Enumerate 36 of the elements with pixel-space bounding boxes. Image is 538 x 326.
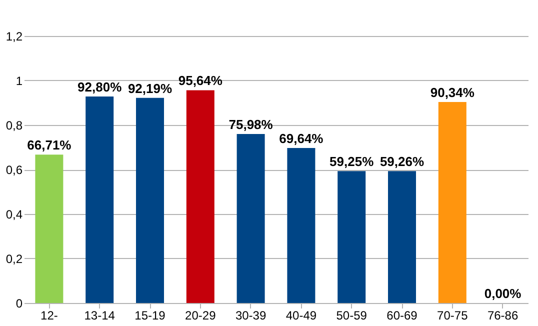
x-tick-label: 70-75: [437, 308, 468, 322]
bar: [338, 171, 366, 303]
data-label: 59,25%: [330, 154, 374, 170]
x-tick-label: 60-69: [386, 308, 418, 322]
data-label: 66,71%: [27, 138, 72, 153]
data-label: 95,64%: [178, 73, 223, 88]
data-label: 59,26%: [380, 154, 424, 170]
x-tick-label: 15-19: [134, 308, 166, 322]
y-tick-label: 0,6: [6, 163, 23, 177]
y-tick-label: 0,8: [6, 118, 23, 132]
bar: [86, 96, 114, 303]
x-tick-label: 30-39: [235, 308, 266, 322]
y-tick-label: 1: [16, 74, 23, 88]
y-tick-label: 1,2: [6, 30, 23, 44]
data-label: 0,00%: [484, 286, 522, 301]
x-tick-label: 12-: [40, 308, 58, 322]
y-tick-label: 0,2: [6, 252, 23, 266]
x-tick-label: 13-14: [84, 308, 116, 322]
bar: [438, 102, 466, 303]
data-label: 92,80%: [78, 80, 122, 95]
bar: [186, 90, 214, 303]
bar: [388, 171, 416, 303]
y-tick-label: 0,4: [6, 208, 23, 222]
bar: [236, 134, 265, 303]
x-tick-label: 20-29: [185, 308, 216, 322]
y-tick-label: 0: [16, 296, 23, 310]
x-tick-label: 76-86: [487, 308, 518, 322]
data-label: 75,98%: [228, 116, 274, 132]
x-tick-label: 40-49: [286, 308, 317, 322]
data-label: 90,34%: [430, 84, 475, 100]
data-label: 92,19%: [128, 80, 172, 96]
bar: [136, 98, 164, 303]
data-label: 69,64%: [279, 131, 324, 146]
bar: [287, 148, 316, 303]
bar: [35, 154, 64, 303]
x-tick-label: 50-59: [336, 308, 368, 322]
